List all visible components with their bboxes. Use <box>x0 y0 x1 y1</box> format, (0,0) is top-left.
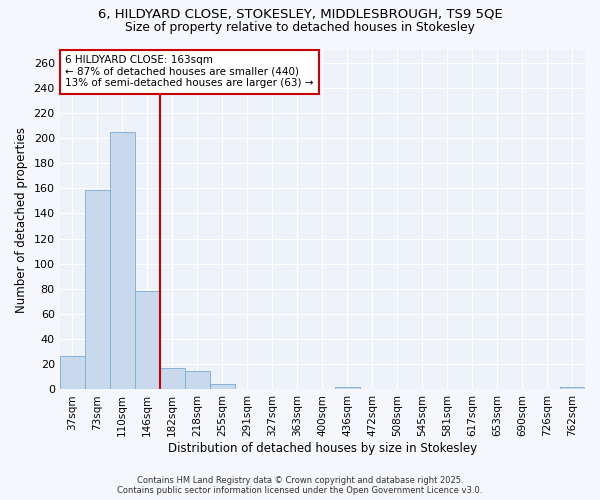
Bar <box>335 387 360 390</box>
Bar <box>185 370 210 390</box>
Bar <box>560 387 585 390</box>
Text: Contains HM Land Registry data © Crown copyright and database right 2025.
Contai: Contains HM Land Registry data © Crown c… <box>118 476 482 495</box>
Bar <box>110 132 135 390</box>
Bar <box>85 190 110 390</box>
Bar <box>160 368 185 390</box>
Bar <box>135 292 160 390</box>
Text: 6, HILDYARD CLOSE, STOKESLEY, MIDDLESBROUGH, TS9 5QE: 6, HILDYARD CLOSE, STOKESLEY, MIDDLESBRO… <box>98 8 502 20</box>
Text: Size of property relative to detached houses in Stokesley: Size of property relative to detached ho… <box>125 21 475 34</box>
X-axis label: Distribution of detached houses by size in Stokesley: Distribution of detached houses by size … <box>168 442 477 455</box>
Bar <box>210 384 235 390</box>
Text: 6 HILDYARD CLOSE: 163sqm
← 87% of detached houses are smaller (440)
13% of semi-: 6 HILDYARD CLOSE: 163sqm ← 87% of detach… <box>65 55 313 88</box>
Y-axis label: Number of detached properties: Number of detached properties <box>15 126 28 312</box>
Bar <box>59 356 85 390</box>
